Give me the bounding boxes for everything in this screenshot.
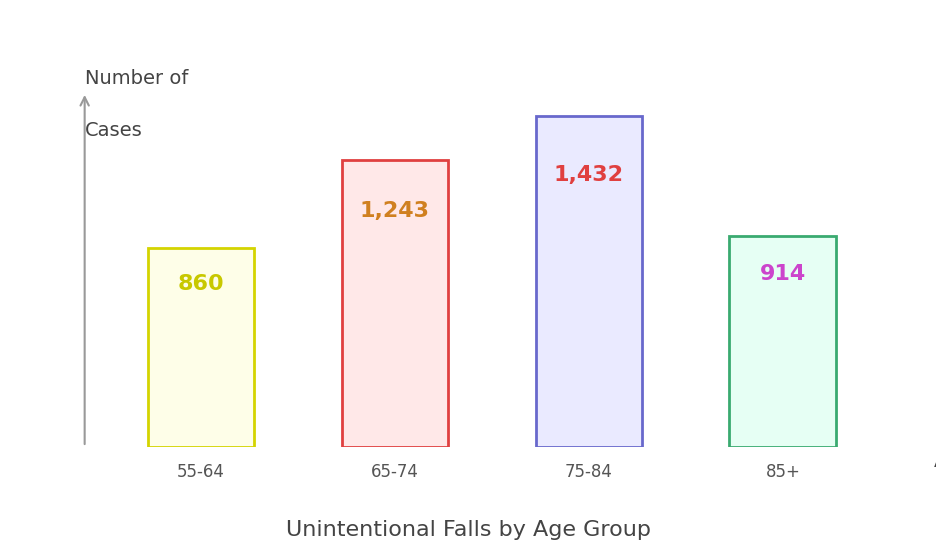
Text: 1,432: 1,432 [553, 165, 623, 185]
Text: Age Group: Age Group [933, 452, 936, 471]
Text: Number of: Number of [84, 69, 188, 88]
Bar [535, 116, 641, 447]
Text: 914: 914 [759, 264, 805, 283]
Bar [729, 235, 835, 447]
Text: Cases: Cases [84, 120, 142, 140]
Text: 860: 860 [178, 274, 224, 294]
Text: 1,243: 1,243 [359, 201, 430, 221]
Bar [342, 160, 447, 447]
Text: Unintentional Falls by Age Group: Unintentional Falls by Age Group [285, 519, 651, 540]
Bar [148, 248, 254, 447]
